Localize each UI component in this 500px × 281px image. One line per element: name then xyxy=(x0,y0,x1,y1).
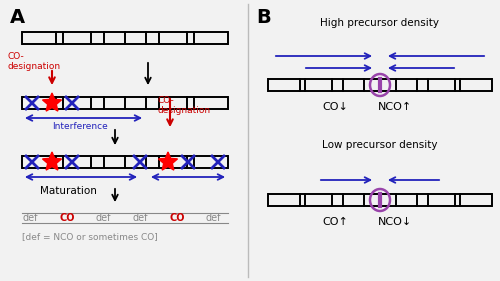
Text: Interference: Interference xyxy=(52,122,108,131)
Text: CO-
designation: CO- designation xyxy=(158,96,211,115)
Polygon shape xyxy=(42,152,62,170)
Text: B: B xyxy=(256,8,271,27)
Text: CO: CO xyxy=(169,213,185,223)
Text: [def = NCO or sometimes CO]: [def = NCO or sometimes CO] xyxy=(22,232,158,241)
Text: NCO↑: NCO↑ xyxy=(378,102,412,112)
Text: NCO↓: NCO↓ xyxy=(378,217,412,227)
Text: CO: CO xyxy=(60,213,75,223)
Text: High precursor density: High precursor density xyxy=(320,18,440,28)
Text: def: def xyxy=(22,213,38,223)
Text: CO↓: CO↓ xyxy=(322,102,348,112)
Text: A: A xyxy=(10,8,25,27)
Text: Maturation: Maturation xyxy=(40,186,97,196)
Text: Low precursor density: Low precursor density xyxy=(322,140,438,150)
Polygon shape xyxy=(42,93,62,111)
Text: def: def xyxy=(132,213,148,223)
Polygon shape xyxy=(158,152,178,170)
Text: CO↑: CO↑ xyxy=(322,217,348,227)
Text: CO-
designation: CO- designation xyxy=(8,52,61,71)
Text: def: def xyxy=(206,213,221,223)
Text: def: def xyxy=(95,213,111,223)
